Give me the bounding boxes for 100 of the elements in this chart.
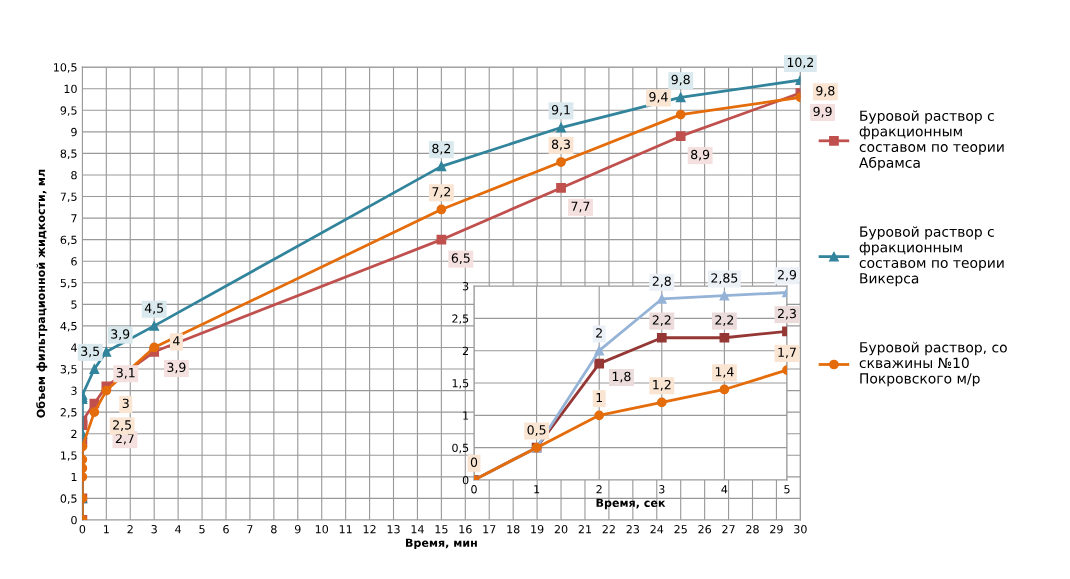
data-label: 3,5 [81, 346, 100, 358]
data-label: 1,7 [778, 347, 796, 359]
data-label: 2,2 [715, 315, 734, 326]
y-tick-label: 8 [71, 170, 77, 180]
x-tick-label: 13 [387, 525, 400, 534]
data-label: 2 [596, 328, 602, 338]
x-tick-label: 20 [554, 525, 568, 534]
y-tick-label: 9 [71, 127, 77, 137]
y-tick-label: 3 [71, 386, 77, 395]
data-label: 7,2 [432, 186, 451, 198]
data-label: 7,7 [571, 201, 590, 213]
x-tick-label: 29 [770, 525, 783, 534]
data-label: 0,5 [527, 425, 546, 436]
x-tick-label: 14 [411, 525, 424, 534]
y-tick-label: 0 [462, 475, 469, 485]
y-tick-label: 6,5 [60, 235, 77, 246]
x-tick-label: 10 [315, 525, 329, 534]
data-label: 9,4 [649, 92, 668, 103]
x-tick-label: 30 [794, 525, 807, 534]
data-label: 4,5 [144, 303, 164, 315]
x-axis-title: Время, сек [596, 498, 666, 510]
data-label: 1,8 [612, 371, 631, 383]
data-label: 3 [122, 398, 129, 409]
x-tick-label: 7 [247, 525, 253, 534]
x-tick-label: 18 [507, 525, 520, 534]
x-tick-label: 11 [339, 525, 352, 534]
y-tick-label: 10,5 [54, 63, 77, 73]
data-label: 2,5 [113, 420, 131, 431]
x-tick-label: 0 [79, 525, 86, 534]
y-tick-label: 10 [64, 84, 77, 94]
data-label: 1,4 [715, 367, 734, 378]
y-tick-label: 3,5 [60, 364, 77, 375]
y-tick-label: 6 [71, 257, 77, 266]
y-tick-label: 2,5 [60, 408, 77, 418]
x-tick-label: 21 [578, 525, 592, 534]
y-axis-title: Объем фильтрационной жидкости, мл [36, 169, 48, 418]
data-label: 2,9 [777, 270, 797, 281]
x-tick-label: 27 [722, 525, 735, 534]
legend-label: Буровой раствор с фракционным составом по теории Абрамса [859, 110, 1004, 171]
y-tick-label: 1,5 [61, 451, 77, 461]
data-label: 8,3 [551, 139, 570, 151]
data-label: 0 [470, 457, 478, 467]
y-tick-label: 7,5 [60, 192, 77, 203]
y-tick-label: 3 [462, 282, 469, 291]
x-tick-label: 22 [602, 525, 615, 534]
y-tick-label: 5,5 [60, 278, 77, 289]
y-tick-label: 4,5 [60, 322, 77, 332]
y-tick-label: 2,5 [452, 314, 469, 324]
data-label: 9,8 [816, 85, 835, 97]
y-tick-label: 1,5 [452, 379, 469, 389]
x-tick-label: 17 [483, 525, 496, 534]
y-tick-label: 2 [462, 346, 469, 355]
x-tick-label: 24 [650, 525, 664, 534]
x-axis-title: Время, мин [405, 538, 477, 550]
y-tick-label: 7 [71, 214, 77, 223]
data-label: 1 [596, 393, 603, 403]
y-tick-label: 1 [463, 411, 469, 420]
data-label: 3,9 [167, 362, 186, 374]
y-tick-label: 5 [71, 300, 77, 309]
y-tick-label: 1 [71, 472, 77, 482]
x-tick-label: 1 [534, 485, 540, 494]
x-tick-label: 9 [294, 525, 301, 534]
data-label: 9,9 [813, 106, 832, 118]
x-tick-label: 15 [435, 525, 448, 534]
y-tick-label: 8,5 [60, 149, 77, 159]
y-tick-label: 0,5 [452, 443, 469, 454]
x-tick-label: 12 [363, 525, 376, 534]
data-label: 9,1 [551, 105, 570, 116]
x-tick-label: 4 [721, 485, 728, 494]
y-tick-label: 0 [71, 515, 77, 525]
data-label: 9,8 [671, 74, 690, 86]
x-tick-label: 26 [698, 525, 711, 534]
y-tick-label: 2 [71, 429, 77, 438]
data-label: 1,2 [653, 379, 671, 391]
data-label: 2,8 [652, 276, 671, 288]
x-tick-label: 5 [199, 525, 205, 534]
x-tick-label: 5 [784, 485, 790, 494]
x-tick-label: 2 [596, 485, 602, 494]
data-label: 8,9 [691, 149, 710, 161]
legend-label: Буровой раствор, со скважины №10 Покровского м/р [859, 341, 1007, 387]
data-label: 2,85 [711, 273, 738, 284]
x-tick-label: 4 [175, 525, 182, 534]
x-tick-label: 23 [626, 525, 640, 534]
data-label: 8,2 [432, 143, 451, 155]
data-label: 2,2 [652, 315, 671, 326]
x-tick-label: 3 [659, 485, 665, 494]
x-tick-label: 16 [459, 525, 472, 534]
x-tick-label: 28 [746, 525, 759, 534]
x-tick-label: 2 [127, 525, 133, 534]
data-label: 10,2 [787, 57, 814, 69]
x-tick-label: 25 [674, 525, 687, 534]
y-tick-label: 0,5 [60, 494, 77, 504]
data-label: 3,1 [116, 367, 135, 379]
data-label: 4 [173, 336, 180, 346]
legend-label: Буровой раствор с фракционным составом по теории Викерса [859, 226, 1004, 287]
x-tick-label: 6 [223, 525, 229, 534]
y-tick-label: 9,5 [60, 106, 77, 116]
y-tick-label: 4 [71, 343, 77, 352]
x-tick-label: 0 [471, 485, 477, 494]
x-tick-label: 3 [151, 525, 157, 534]
